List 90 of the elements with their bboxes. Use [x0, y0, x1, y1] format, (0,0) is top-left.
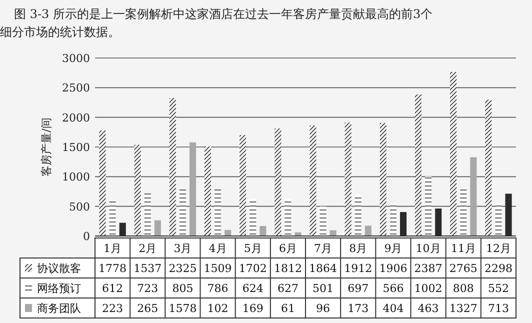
x-tick-label: 7月 [314, 242, 332, 255]
data-label: 173 [348, 302, 369, 315]
data-label: 102 [207, 302, 228, 315]
bar [425, 176, 432, 236]
bar [214, 189, 222, 236]
bar [144, 193, 151, 236]
x-tick-label: 6月 [278, 242, 297, 255]
data-label: 713 [488, 302, 509, 315]
bar [260, 226, 266, 236]
bar [109, 200, 116, 236]
data-label: 552 [488, 282, 509, 295]
bar [495, 203, 502, 236]
data-label: 1702 [238, 262, 267, 275]
bar [460, 188, 467, 236]
x-tick-label: 4月 [208, 242, 227, 255]
y-tick-label: 3000 [62, 52, 90, 65]
bar [354, 194, 362, 236]
data-label: 624 [242, 282, 264, 295]
data-label: 1002 [414, 282, 442, 295]
bar [320, 206, 326, 236]
data-label: 1906 [379, 262, 408, 275]
data-label: 223 [102, 302, 124, 315]
bar [250, 198, 256, 236]
data-label: 627 [277, 282, 298, 295]
y-tick-label: 1000 [62, 170, 90, 184]
data-label: 808 [452, 282, 474, 295]
data-label: 697 [348, 282, 369, 295]
legend-label: 商务团队 [37, 302, 81, 315]
bar [169, 98, 176, 236]
data-label: 169 [242, 302, 264, 315]
bar [364, 226, 372, 236]
bar [380, 122, 386, 236]
bar [284, 198, 292, 236]
bar [485, 100, 492, 236]
data-label: 805 [172, 282, 194, 295]
chart-title: 图 3-3 所示的是上一案例解析中这家酒店在过去一年客房产量贡献最高的前3个细分市场的统计数据。 [0, 7, 433, 39]
data-label: 265 [137, 302, 158, 315]
bar [470, 157, 477, 236]
data-label: 96 [316, 302, 330, 315]
data-label: 723 [137, 282, 158, 295]
legend-label: 网络预订 [37, 282, 81, 295]
bar [134, 144, 141, 236]
data-label: 786 [207, 282, 228, 295]
x-tick-label: 2月 [138, 242, 157, 255]
data-label: 1812 [274, 262, 302, 275]
bar [204, 146, 211, 236]
data-label: 2298 [484, 262, 512, 275]
data-label: 566 [382, 282, 404, 295]
data-label: 501 [312, 282, 334, 295]
y-tick-label: 500 [69, 200, 90, 214]
data-label: 1537 [134, 262, 162, 275]
data-label: 1327 [449, 302, 478, 315]
data-label: 1578 [168, 302, 197, 315]
data-label: 2765 [449, 262, 478, 275]
bar [179, 188, 186, 236]
bar [99, 130, 106, 236]
bar [414, 94, 422, 236]
bar [274, 128, 282, 236]
bar [224, 230, 232, 236]
bar [310, 125, 316, 236]
data-label: 404 [382, 302, 404, 315]
x-tick-label: 11月 [450, 242, 476, 255]
x-tick-label: 8月 [349, 242, 368, 255]
y-tick-label: 1500 [62, 141, 90, 154]
x-tick-label: 9月 [384, 242, 402, 255]
y-tick-label: 2500 [62, 82, 90, 95]
legend-label: 协议散客 [37, 262, 81, 275]
x-tick-label: 10月 [416, 242, 441, 255]
bar [190, 142, 196, 236]
data-label: 463 [418, 302, 439, 315]
data-label: 1864 [309, 262, 338, 275]
x-tick-label: 5月 [244, 242, 262, 255]
data-label: 612 [102, 282, 124, 295]
bar [344, 122, 352, 236]
bar [450, 72, 457, 236]
x-tick-label: 12月 [486, 242, 511, 255]
x-tick-label: 3月 [174, 242, 192, 255]
data-label: 1509 [204, 262, 232, 275]
x-tick-label: 1月 [104, 242, 122, 255]
data-label: 2325 [168, 262, 197, 275]
data-label: 2387 [414, 262, 442, 275]
bar [390, 202, 396, 236]
y-axis-title: 客房产量/间 [40, 118, 53, 176]
bar [240, 135, 246, 236]
data-label: 1912 [344, 262, 372, 275]
y-tick-label: 0 [83, 230, 90, 243]
y-tick-label: 2000 [62, 111, 90, 124]
bar [154, 220, 161, 236]
data-label: 1778 [98, 262, 127, 275]
data-label: 61 [280, 302, 295, 315]
